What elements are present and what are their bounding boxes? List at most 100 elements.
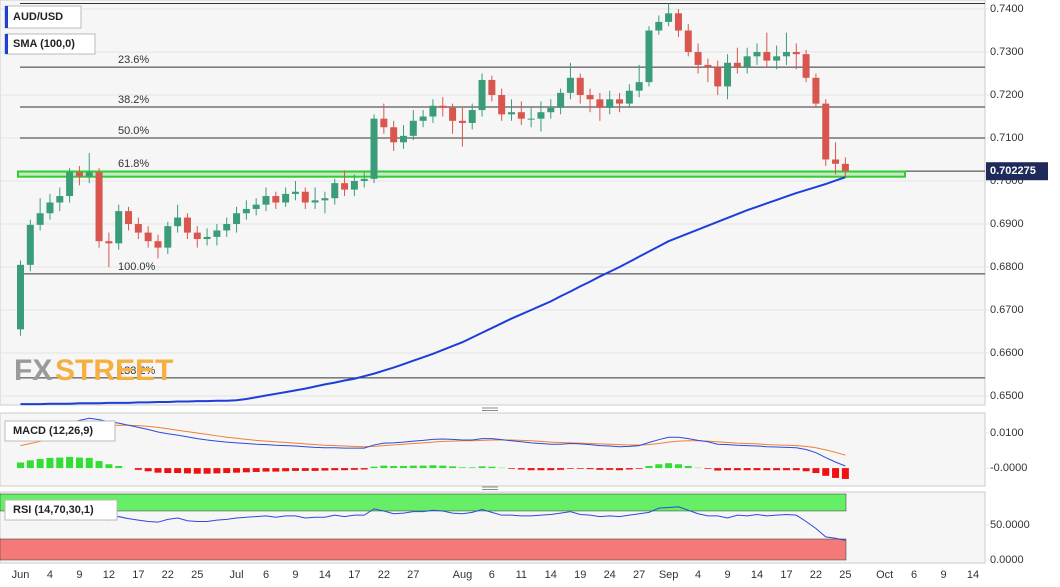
histogram-bar xyxy=(262,468,270,472)
candle-body xyxy=(66,172,74,197)
candle-body xyxy=(203,236,211,240)
fib-label: 23.6% xyxy=(118,54,149,66)
candle-body xyxy=(498,95,506,115)
x-tick-label: Oct xyxy=(876,569,893,581)
candle-body xyxy=(566,77,574,93)
candle-body xyxy=(478,79,486,111)
histogram-bar xyxy=(537,468,545,471)
candle-body xyxy=(380,118,388,128)
candle-body xyxy=(350,181,358,190)
candle-body xyxy=(733,62,741,68)
candle-body xyxy=(370,118,378,179)
candle-body xyxy=(508,112,515,115)
candle-body xyxy=(282,193,290,203)
histogram-bar xyxy=(429,465,437,469)
legend-sma: SMA (100,0) xyxy=(13,38,75,50)
candle-body xyxy=(360,178,368,182)
histogram-bar xyxy=(17,462,24,469)
histogram-bar xyxy=(704,468,712,469)
histogram-bar xyxy=(625,468,633,470)
histogram-bar xyxy=(46,457,54,469)
candle-body xyxy=(321,198,329,201)
histogram-bar xyxy=(753,468,761,471)
x-tick-label: 14 xyxy=(751,569,763,581)
histogram-bar xyxy=(792,468,800,471)
x-tick-label: 22 xyxy=(810,569,822,581)
histogram-bar xyxy=(56,457,64,469)
candle-body xyxy=(468,110,476,123)
candle-body xyxy=(684,30,692,53)
histogram-bar xyxy=(547,468,555,471)
candle-body xyxy=(753,52,761,57)
y-tick-label: 0.7300 xyxy=(990,46,1024,58)
macd-panel xyxy=(0,412,986,487)
histogram-bar xyxy=(488,466,496,469)
candle-body xyxy=(645,30,653,83)
legend-title: AUD/USD xyxy=(13,11,63,23)
x-tick-label: 19 xyxy=(574,569,586,581)
candle-body xyxy=(46,202,54,214)
histogram-bar xyxy=(557,468,565,470)
candle-body xyxy=(596,99,604,108)
x-tick-label: 6 xyxy=(263,569,269,581)
histogram-bar xyxy=(449,466,457,469)
candle-body xyxy=(105,241,113,244)
histogram-bar xyxy=(370,466,378,469)
x-tick-label: 9 xyxy=(76,569,82,581)
histogram-bar xyxy=(203,468,211,474)
candle-body xyxy=(458,120,466,123)
candle-body xyxy=(429,105,437,117)
support-zone xyxy=(17,170,906,178)
logo-street: STREET xyxy=(55,354,173,387)
x-tick-label: 12 xyxy=(103,569,115,581)
histogram-bar xyxy=(468,467,476,469)
x-tick-label: Sep xyxy=(659,569,679,581)
candle-body xyxy=(252,204,260,209)
y-tick-label: 0.6900 xyxy=(990,218,1024,230)
histogram-bar xyxy=(782,468,790,471)
y-tick-label: 0.6700 xyxy=(990,304,1024,316)
candle-body xyxy=(635,82,643,91)
histogram-bar xyxy=(223,468,231,474)
overbought-band xyxy=(0,493,847,512)
histogram-bar xyxy=(645,465,653,469)
candle-body xyxy=(17,264,24,330)
histogram-bar xyxy=(360,468,368,470)
histogram-bar xyxy=(272,468,280,472)
candle-body xyxy=(616,99,624,104)
y-tick-label: 0.6600 xyxy=(990,347,1024,359)
histogram-bar xyxy=(36,458,44,469)
histogram-bar xyxy=(350,468,358,470)
x-tick-label: Jun xyxy=(12,569,30,581)
histogram-bar xyxy=(331,468,339,471)
candle-body xyxy=(75,172,83,177)
histogram-bar xyxy=(508,468,515,469)
x-tick-label: 14 xyxy=(545,569,557,581)
candle-body xyxy=(183,217,191,233)
legend-title: MACD (12,26,9) xyxy=(13,425,93,437)
fib-label: 138.2% xyxy=(118,365,156,377)
candle-body xyxy=(782,52,790,57)
candle-body xyxy=(331,183,339,199)
candle-body xyxy=(233,213,241,224)
candle-body xyxy=(419,116,427,121)
fib-label: 38.2% xyxy=(118,94,149,106)
candle-body xyxy=(390,127,398,143)
candle-body xyxy=(822,103,830,160)
histogram-bar xyxy=(242,468,250,473)
histogram-bar xyxy=(812,468,820,474)
y-tick-label: 50.0000 xyxy=(990,519,1030,531)
histogram-bar xyxy=(733,468,741,471)
x-tick-label: 17 xyxy=(348,569,360,581)
candle-body xyxy=(763,52,771,61)
histogram-bar xyxy=(674,464,682,469)
histogram-bar xyxy=(419,465,427,469)
histogram-bar xyxy=(144,468,152,472)
x-tick-label: 17 xyxy=(132,569,144,581)
histogram-bar xyxy=(635,468,643,469)
x-tick-label: 17 xyxy=(780,569,792,581)
histogram-bar xyxy=(841,468,849,479)
histogram-bar xyxy=(517,468,525,470)
histogram-bar xyxy=(85,457,93,469)
candle-body xyxy=(694,52,702,65)
